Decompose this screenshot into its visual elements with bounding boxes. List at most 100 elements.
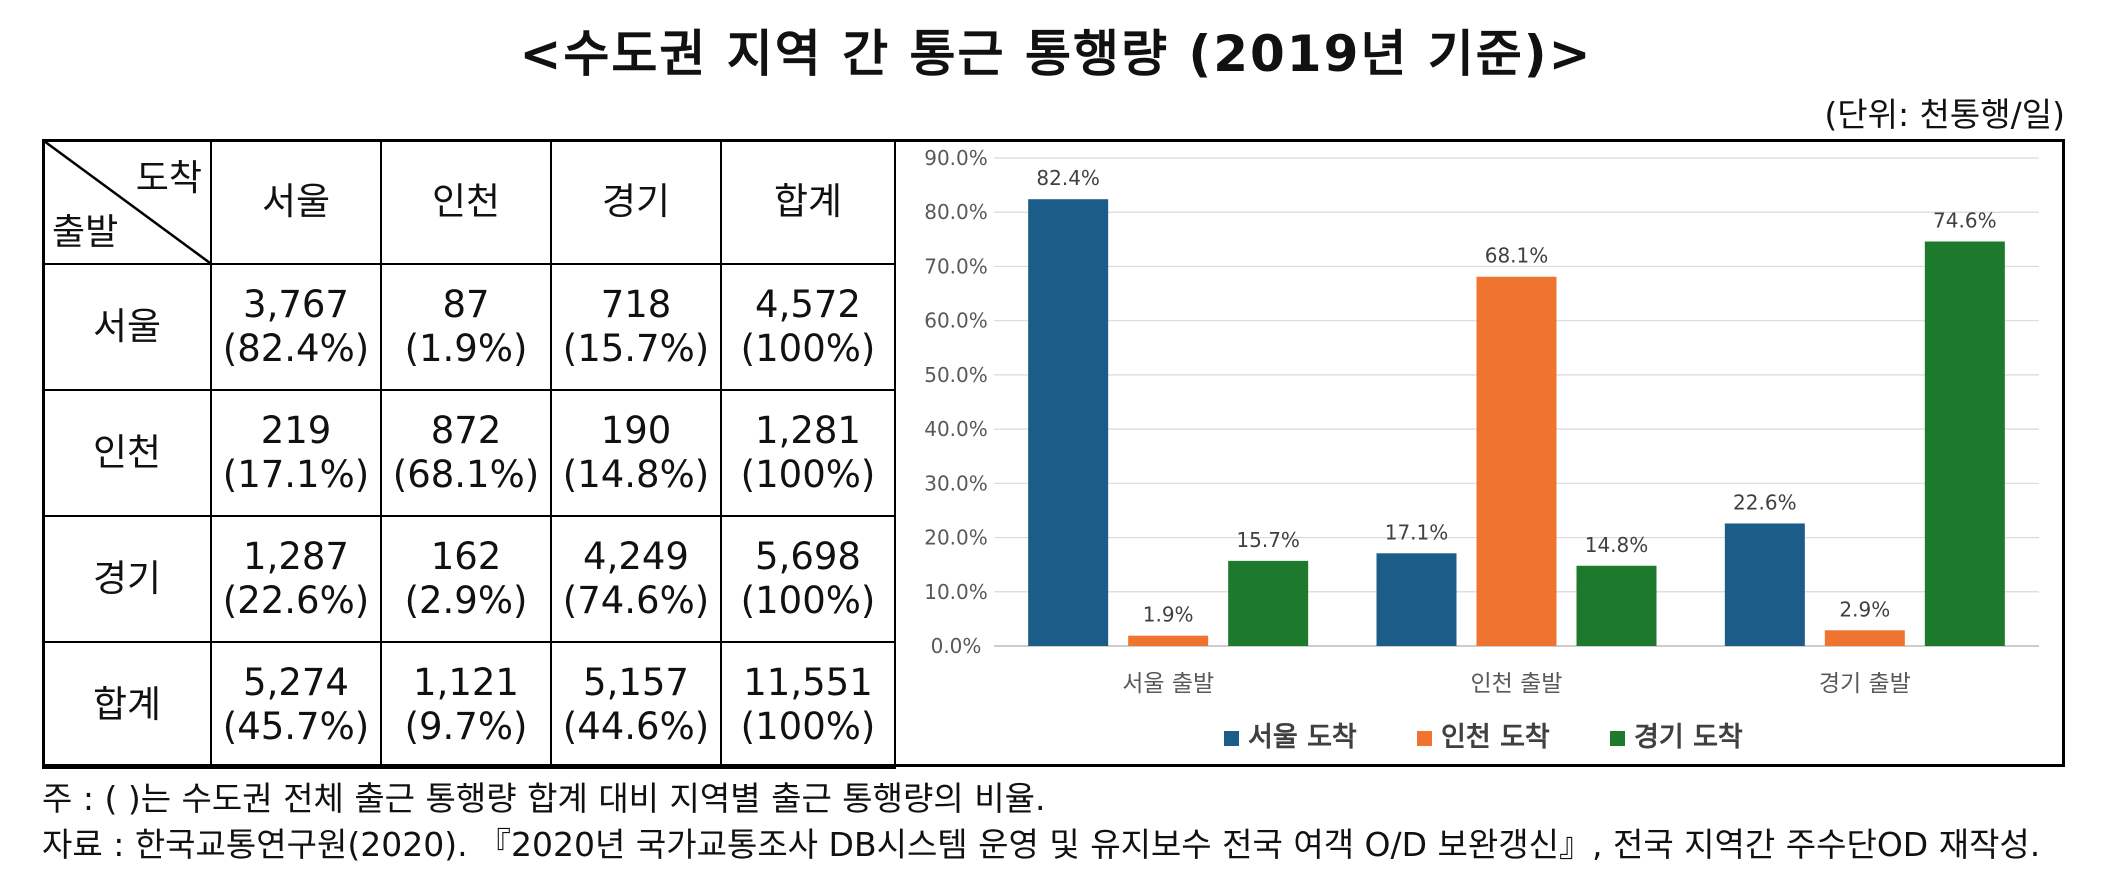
table-cell: 190 (14.8%)	[550, 389, 722, 517]
table-cell: 87 (1.9%)	[380, 263, 552, 391]
table-cell: 1,121 (9.7%)	[380, 641, 552, 769]
cell-percent: (2.9%)	[404, 579, 528, 622]
cell-value: 4,572	[755, 283, 861, 326]
cell-value: 162	[430, 535, 502, 578]
x-tick-label: 인천 출발	[1471, 671, 1563, 697]
table-cell: 1,287 (22.6%)	[210, 515, 382, 643]
cell-percent: (14.8%)	[562, 453, 710, 496]
source-text: 자료 : 한국교통연구원(2020). 『2020년 국가교통조사 DB시스템 …	[42, 825, 2041, 864]
y-tick-label: 40.0%	[924, 417, 988, 441]
bar	[1028, 199, 1109, 646]
cell-percent: (74.6%)	[562, 579, 710, 622]
cell-value: 1,281	[755, 409, 861, 452]
table-cell: 3,767 (82.4%)	[210, 263, 382, 391]
bar	[1376, 553, 1457, 646]
y-tick-label: 60.0%	[924, 309, 988, 333]
cell-value: 11,551	[743, 661, 873, 704]
cell-value: 5,274	[243, 661, 349, 704]
cell-value: 1,287	[243, 535, 349, 578]
cell-percent: (82.4%)	[222, 327, 370, 370]
data-label: 1.9%	[1143, 603, 1194, 627]
x-tick-label: 경기 출발	[1819, 671, 1911, 697]
cell-percent: (100%)	[740, 453, 876, 496]
cell-percent: (1.9%)	[404, 327, 528, 370]
data-label: 74.6%	[1933, 209, 1997, 233]
y-tick-label: 80.0%	[924, 200, 988, 224]
table-cell: 219 (17.1%)	[210, 389, 382, 517]
cell-value: 190	[600, 409, 672, 452]
table-cell: 1,281 (100%)	[720, 389, 896, 517]
data-label: 68.1%	[1485, 244, 1549, 268]
bar	[1576, 565, 1657, 646]
table-cell: 11,551 (100%)	[720, 641, 896, 769]
cell-value: 872	[430, 409, 502, 452]
corner-departure-label: 출발	[52, 212, 119, 253]
row-header: 합계	[42, 641, 212, 769]
data-label: 82.4%	[1036, 166, 1100, 190]
cell-percent: (15.7%)	[562, 327, 710, 370]
y-tick-label: 70.0%	[924, 254, 988, 278]
table-cell: 718 (15.7%)	[550, 263, 722, 391]
cell-value: 87	[442, 283, 490, 326]
note-text: 주 : ( )는 수도권 전체 출근 통행량 합계 대비 지역별 출근 통행량의…	[42, 779, 1046, 818]
cell-percent: (9.7%)	[404, 705, 528, 748]
page-title: <수도권 지역 간 통근 통행량 (2019년 기준)>	[519, 25, 1593, 83]
cell-value: 5,698	[755, 535, 861, 578]
legend-label: 경기 도착	[1634, 722, 1743, 753]
cell-value: 3,767	[243, 283, 349, 326]
y-tick-label: 0.0%	[931, 634, 982, 658]
cell-percent: (44.6%)	[562, 705, 710, 748]
y-tick-label: 10.0%	[924, 580, 988, 604]
table-cell: 5,157 (44.6%)	[550, 641, 722, 769]
cell-percent: (45.7%)	[222, 705, 370, 748]
column-header: 서울	[210, 139, 382, 265]
data-label: 22.6%	[1733, 490, 1797, 514]
bar	[1476, 276, 1557, 646]
table-cell: 5,274 (45.7%)	[210, 641, 382, 769]
legend-label: 서울 도착	[1248, 722, 1357, 753]
data-label: 14.8%	[1585, 533, 1649, 557]
legend-label: 인천 도착	[1441, 722, 1550, 753]
table-cell: 5,698 (100%)	[720, 515, 896, 643]
table-cell: 872 (68.1%)	[380, 389, 552, 517]
cell-value: 718	[600, 283, 672, 326]
legend-swatch	[1610, 731, 1625, 746]
bar-chart: 0.0% 10.0% 20.0% 30.0% 40.0% 50.0% 60.0% 70.0% 8…	[924, 146, 2039, 753]
y-tick-label: 20.0%	[924, 526, 988, 550]
cell-value: 4,249	[583, 535, 689, 578]
cell-percent: (100%)	[740, 705, 876, 748]
table-cell: 162 (2.9%)	[380, 515, 552, 643]
bar	[1228, 560, 1309, 646]
bar	[1128, 635, 1209, 646]
row-header: 경기	[42, 515, 212, 643]
cell-percent: (17.1%)	[222, 453, 370, 496]
cell-percent: (68.1%)	[392, 453, 540, 496]
cell-percent: (100%)	[740, 579, 876, 622]
table-row: 서울 3,767 (82.4%) 87 (1.9%) 718 (15.7%) 4,57…	[42, 263, 896, 391]
unit-label: (단위: 천통행/일)	[1824, 95, 2065, 134]
table-cell: 4,249 (74.6%)	[550, 515, 722, 643]
table-cell: 4,572 (100%)	[720, 263, 896, 391]
table-row: 경기 1,287 (22.6%) 162 (2.9%) 4,249 (74.6%) 5…	[42, 515, 896, 643]
corner-cell: 도착 출발	[42, 139, 212, 265]
row-header: 서울	[42, 263, 212, 391]
column-header: 경기	[550, 139, 722, 265]
table-row: 합계 5,274 (45.7%) 1,121 (9.7%) 5,157 (44.6%)…	[42, 641, 896, 769]
cell-percent: (100%)	[740, 327, 876, 370]
cell-percent: (22.6%)	[222, 579, 370, 622]
legend-swatch	[1417, 731, 1432, 746]
column-header: 인천	[380, 139, 552, 265]
data-label: 2.9%	[1839, 597, 1890, 621]
data-label: 17.1%	[1385, 520, 1449, 544]
y-tick-label: 30.0%	[924, 471, 988, 495]
cell-value: 1,121	[413, 661, 519, 704]
column-header: 합계	[720, 139, 896, 265]
corner-arrival-label: 도착	[135, 158, 202, 199]
y-tick-label: 50.0%	[924, 363, 988, 387]
legend-swatch	[1224, 731, 1239, 746]
bar	[1724, 523, 1805, 646]
cell-value: 5,157	[583, 661, 689, 704]
bar	[1924, 241, 2005, 646]
data-label: 15.7%	[1236, 528, 1300, 552]
commute-table: 도착 출발 서울 인천 경기 합계 서울 3,767 (82.4%) 87 (1.9…	[42, 139, 896, 769]
